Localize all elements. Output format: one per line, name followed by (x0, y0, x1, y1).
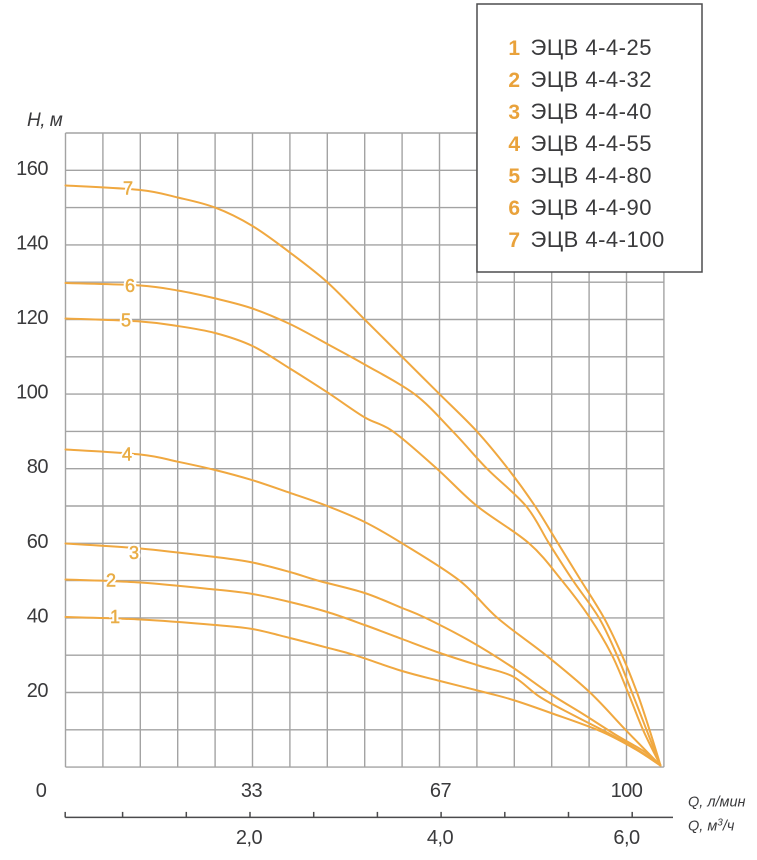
svg-text:100: 100 (16, 382, 48, 404)
svg-text:140: 140 (16, 232, 48, 254)
svg-text:ЭЦВ 4-4-90: ЭЦВ 4-4-90 (531, 195, 652, 220)
svg-text:7: 7 (123, 179, 133, 199)
svg-text:80: 80 (27, 456, 49, 478)
svg-text:160: 160 (16, 158, 48, 180)
svg-text:3: 3 (129, 543, 139, 563)
svg-text:1: 1 (110, 607, 120, 627)
svg-text:20: 20 (27, 680, 49, 702)
svg-text:Q, л/мин: Q, л/мин (688, 795, 746, 811)
svg-text:33: 33 (241, 780, 263, 802)
svg-text:2: 2 (106, 571, 116, 591)
svg-text:4: 4 (122, 445, 132, 465)
svg-text:Q, м3/ч: Q, м3/ч (688, 818, 735, 835)
svg-text:6: 6 (508, 197, 520, 220)
svg-text:2,0: 2,0 (236, 827, 263, 849)
svg-text:4: 4 (122, 445, 132, 465)
svg-text:ЭЦВ 4-4-100: ЭЦВ 4-4-100 (531, 227, 665, 252)
svg-text:4,0: 4,0 (427, 827, 454, 849)
svg-text:60: 60 (27, 531, 49, 553)
svg-text:6: 6 (125, 276, 135, 296)
svg-text:3: 3 (129, 543, 139, 563)
svg-text:100: 100 (611, 780, 643, 802)
svg-text:ЭЦВ 4-4-25: ЭЦВ 4-4-25 (531, 35, 652, 60)
svg-text:40: 40 (27, 605, 49, 627)
svg-text:ЭЦВ 4-4-80: ЭЦВ 4-4-80 (531, 163, 652, 188)
svg-text:3: 3 (508, 101, 520, 124)
svg-text:5: 5 (508, 165, 520, 188)
svg-text:120: 120 (16, 307, 48, 329)
svg-text:2: 2 (106, 571, 116, 591)
svg-text:5: 5 (121, 311, 131, 331)
svg-text:5: 5 (121, 311, 131, 331)
svg-text:67: 67 (430, 780, 452, 802)
svg-text:0: 0 (36, 780, 47, 802)
svg-text:2: 2 (508, 69, 520, 92)
svg-text:ЭЦВ 4-4-55: ЭЦВ 4-4-55 (531, 131, 652, 156)
svg-text:1: 1 (110, 607, 120, 627)
svg-text:ЭЦВ 4-4-32: ЭЦВ 4-4-32 (531, 67, 652, 92)
svg-text:ЭЦВ 4-4-40: ЭЦВ 4-4-40 (531, 99, 652, 124)
svg-text:6,0: 6,0 (613, 827, 640, 849)
svg-text:7: 7 (123, 179, 133, 199)
svg-text:H, м: H, м (27, 110, 63, 131)
svg-text:6: 6 (125, 276, 135, 296)
svg-text:1: 1 (508, 37, 520, 60)
svg-text:7: 7 (508, 229, 520, 252)
svg-text:4: 4 (508, 133, 520, 156)
